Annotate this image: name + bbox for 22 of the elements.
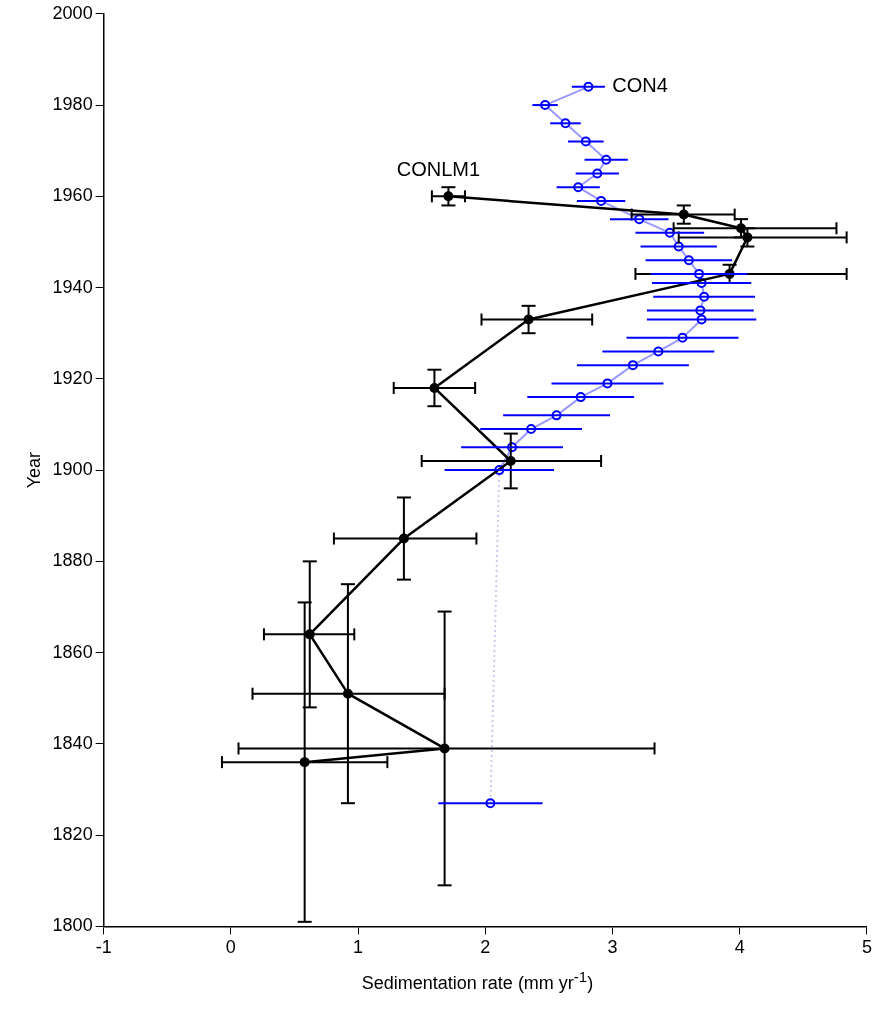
- y-tick-label: 1860: [52, 641, 93, 662]
- series-label: CONLM1: [396, 157, 481, 180]
- x-tick-label: 1: [353, 937, 364, 958]
- y-axis-title: Year: [23, 451, 44, 489]
- y-tick-label: 1880: [52, 550, 93, 571]
- x-tick-label: 4: [734, 937, 745, 958]
- y-tick-label: 1820: [52, 824, 93, 845]
- y-tick-label: 1840: [52, 732, 93, 753]
- x-tick-label: -1: [95, 937, 112, 958]
- x-tick-label: 5: [861, 937, 872, 958]
- x-tick-label: 0: [225, 937, 236, 958]
- x-tick-label: 3: [607, 937, 618, 958]
- y-tick-label: 1940: [52, 276, 93, 297]
- y-tick-label: 1920: [52, 367, 93, 388]
- y-tick-label: 1980: [52, 94, 93, 115]
- series-label: CON4: [612, 74, 668, 97]
- y-tick-label: 1960: [52, 185, 93, 206]
- y-tick-label: 2000: [52, 2, 93, 23]
- y-tick-label: 1800: [52, 915, 93, 936]
- x-tick-label: 2: [480, 937, 491, 958]
- y-tick-label: 1900: [52, 459, 93, 480]
- x-axis-title: Sedimentation rate (mm yr$^{-1}$): [360, 968, 595, 994]
